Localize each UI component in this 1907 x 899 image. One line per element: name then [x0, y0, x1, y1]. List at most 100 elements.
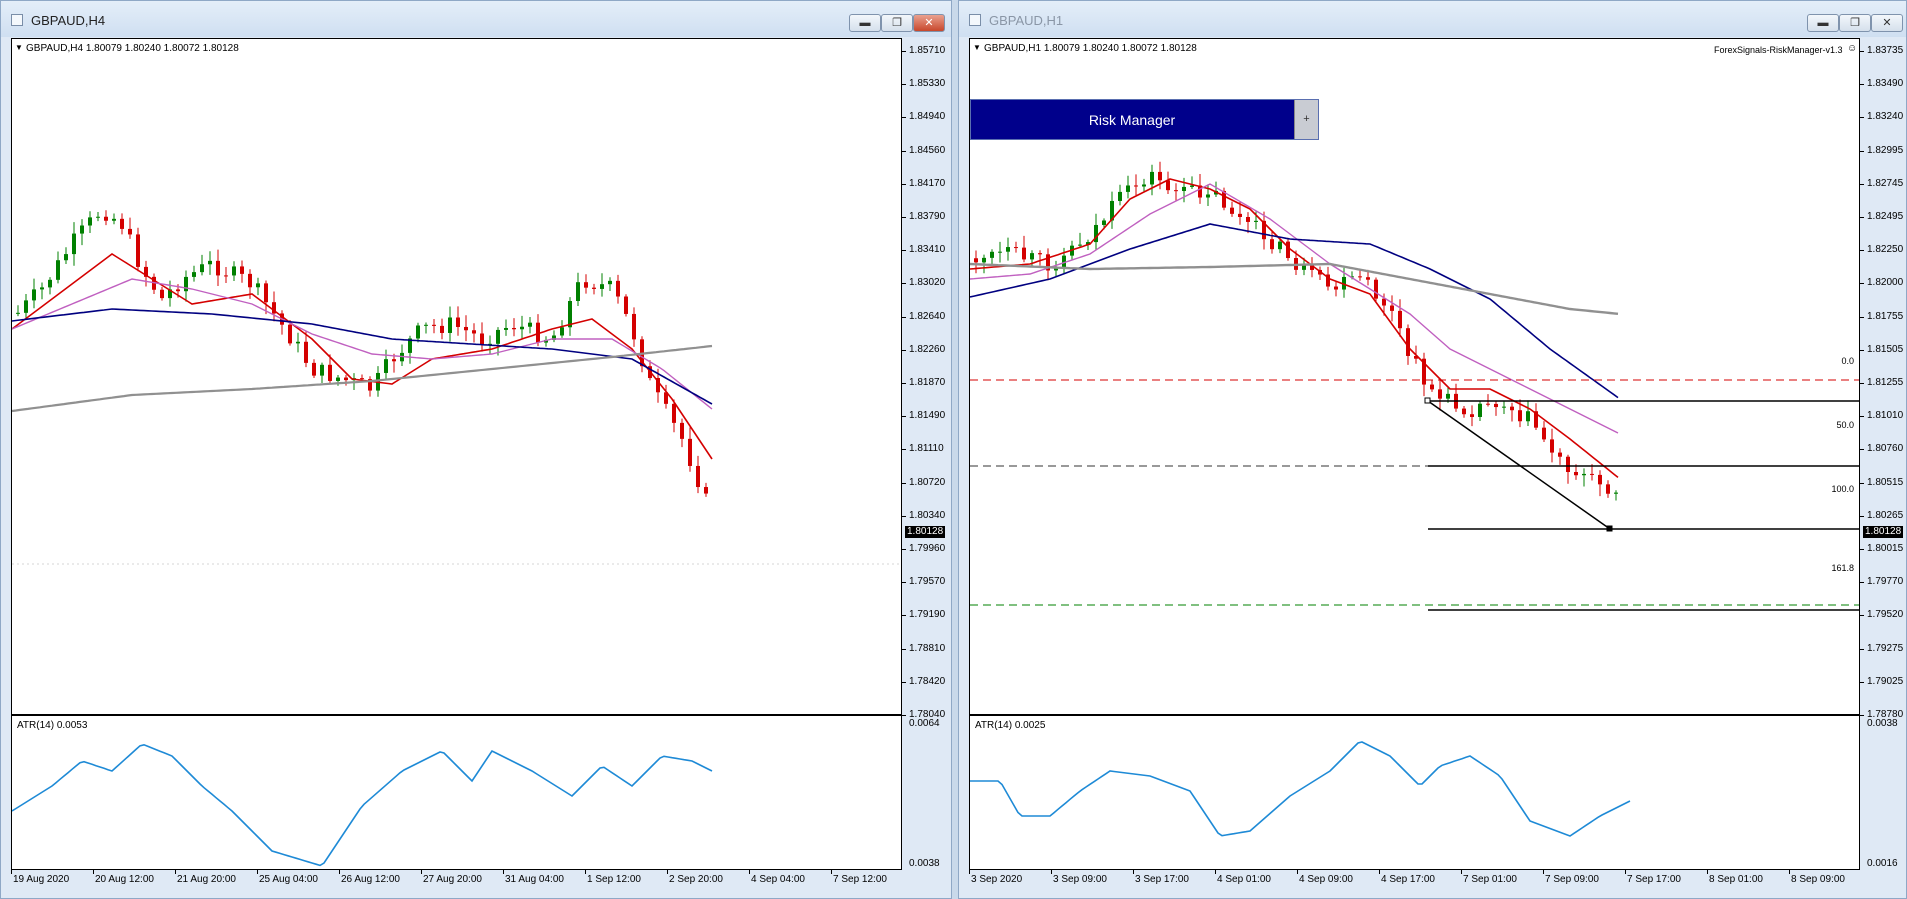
- fib-level-label: 50.0: [1836, 420, 1854, 430]
- bull-candle: [544, 339, 548, 343]
- bull-candle: [600, 284, 604, 289]
- bear-candle: [656, 378, 660, 393]
- current-price-tag: 1.80128: [1863, 526, 1904, 538]
- bear-candle: [616, 280, 620, 297]
- chart-window-h4[interactable]: GBPAUD,H4 ▬ ❐ ✕ GBPAUD,H4 1.80079 1.8024…: [0, 0, 952, 899]
- bull-candle: [200, 264, 204, 273]
- axis-tick: [1860, 515, 1864, 517]
- bull-candle: [560, 327, 564, 336]
- time-label: 19 Aug 2020: [13, 874, 70, 885]
- ma-slow-line: [970, 223, 1619, 399]
- axis-tick: [585, 870, 586, 874]
- axis-tick: [1379, 870, 1380, 874]
- axis-tick: [1860, 250, 1864, 252]
- bull-candle: [1126, 185, 1130, 192]
- price-label: 1.78780: [1867, 709, 1904, 720]
- bull-candle: [40, 287, 44, 290]
- bear-candle: [248, 273, 252, 288]
- axis-tick: [1860, 349, 1864, 351]
- bear-candle: [1286, 241, 1290, 259]
- axis-tick: [749, 870, 750, 874]
- title-bar[interactable]: GBPAUD,H4 ▬ ❐ ✕: [1, 1, 951, 37]
- bull-candle: [1110, 200, 1114, 221]
- bull-candle: [1582, 473, 1586, 476]
- price-label: 1.83410: [909, 244, 946, 256]
- bear-candle: [464, 326, 468, 331]
- price-label: 1.81110: [909, 443, 944, 455]
- bull-candle: [998, 251, 1002, 253]
- fib-level-label: 100.0: [1831, 484, 1854, 494]
- minimize-button[interactable]: ▬: [1807, 14, 1839, 32]
- maximize-button[interactable]: ❐: [881, 14, 913, 32]
- minimize-button[interactable]: ▬: [849, 14, 881, 32]
- time-label: 4 Sep 04:00: [751, 874, 805, 885]
- title-bar[interactable]: GBPAUD,H1 ▬ ❐ ✕: [959, 1, 1906, 37]
- bull-candle: [96, 216, 100, 218]
- axis-tick: [902, 549, 906, 550]
- axis-tick: [1860, 549, 1864, 550]
- axis-tick: [339, 870, 340, 874]
- axis-tick: [1860, 117, 1864, 119]
- bear-candle: [1270, 239, 1274, 250]
- close-button[interactable]: ✕: [913, 14, 945, 32]
- atr-indicator-area[interactable]: ATR(14) 0.0053: [11, 715, 902, 870]
- axis-tick: [1133, 870, 1134, 874]
- time-label: 4 Sep 17:00: [1381, 874, 1435, 885]
- bull-candle: [1118, 191, 1122, 201]
- bear-candle: [128, 228, 132, 235]
- bear-candle: [704, 487, 708, 494]
- bear-candle: [360, 378, 364, 380]
- ma-long-line: [970, 262, 1619, 315]
- bear-candle: [1158, 171, 1162, 181]
- axis-tick: [902, 515, 906, 517]
- time-label: 8 Sep 09:00: [1791, 874, 1845, 885]
- price-label: 1.80515: [1867, 476, 1904, 488]
- bull-candle: [424, 324, 428, 326]
- axis-tick: [93, 870, 94, 874]
- bear-candle: [1238, 213, 1242, 217]
- bear-candle: [480, 333, 484, 345]
- bull-candle: [32, 289, 36, 301]
- ma-mid-line: [970, 183, 1619, 434]
- bull-candle: [1350, 276, 1354, 278]
- axis-tick: [1860, 582, 1864, 584]
- axis-tick: [1860, 449, 1864, 451]
- atr-indicator-area[interactable]: ATR(14) 0.0025: [969, 715, 1860, 870]
- smiley-icon: ☺: [1847, 43, 1858, 54]
- bear-candle: [1606, 484, 1610, 494]
- chart-window-h1[interactable]: GBPAUD,H1 ▬ ❐ ✕ GBPAUD,H1 1.80079 1.8024…: [958, 0, 1907, 899]
- bull-candle: [1526, 411, 1530, 422]
- axis-tick: [11, 870, 12, 874]
- bear-candle: [1390, 305, 1394, 311]
- bear-candle: [1310, 265, 1314, 270]
- axis-tick: [902, 51, 906, 52]
- risk-manager-panel[interactable]: Risk Manager +: [970, 99, 1319, 140]
- axis-tick: [1051, 870, 1052, 874]
- price-label: 1.81255: [1867, 377, 1904, 388]
- bull-candle: [416, 325, 420, 339]
- close-button[interactable]: ✕: [1871, 14, 1903, 32]
- axis-tick: [1860, 715, 1864, 716]
- bear-candle: [472, 330, 476, 334]
- main-chart-area[interactable]: GBPAUD,H4 1.80079 1.80240 1.80072 1.8012…: [11, 38, 902, 715]
- expand-button[interactable]: +: [1294, 100, 1318, 139]
- price-label: 1.83490: [1867, 78, 1904, 90]
- main-chart-area[interactable]: GBPAUD,H1 1.80079 1.80240 1.80072 1.8012…: [969, 38, 1860, 715]
- time-label: 3 Sep 2020: [971, 874, 1023, 885]
- bear-candle: [672, 403, 676, 423]
- dropdown-arrow-icon[interactable]: ▼: [973, 43, 981, 52]
- time-label: 4 Sep 01:00: [1217, 874, 1271, 885]
- bull-candle: [88, 217, 92, 226]
- dropdown-arrow-icon[interactable]: ▼: [15, 43, 23, 52]
- chart-header: GBPAUD,H1 1.80079 1.80240 1.80072 1.8012…: [984, 43, 1197, 54]
- bear-candle: [440, 325, 444, 333]
- time-label: 4 Sep 09:00: [1299, 874, 1353, 885]
- bear-candle: [592, 287, 596, 289]
- bear-candle: [312, 362, 316, 376]
- bull-candle: [320, 364, 324, 376]
- maximize-button[interactable]: ❐: [1839, 14, 1871, 32]
- price-label: 1.82745: [1867, 177, 1904, 189]
- axis-tick: [1860, 416, 1864, 418]
- atr-line: [970, 741, 1631, 837]
- bull-candle: [184, 276, 188, 292]
